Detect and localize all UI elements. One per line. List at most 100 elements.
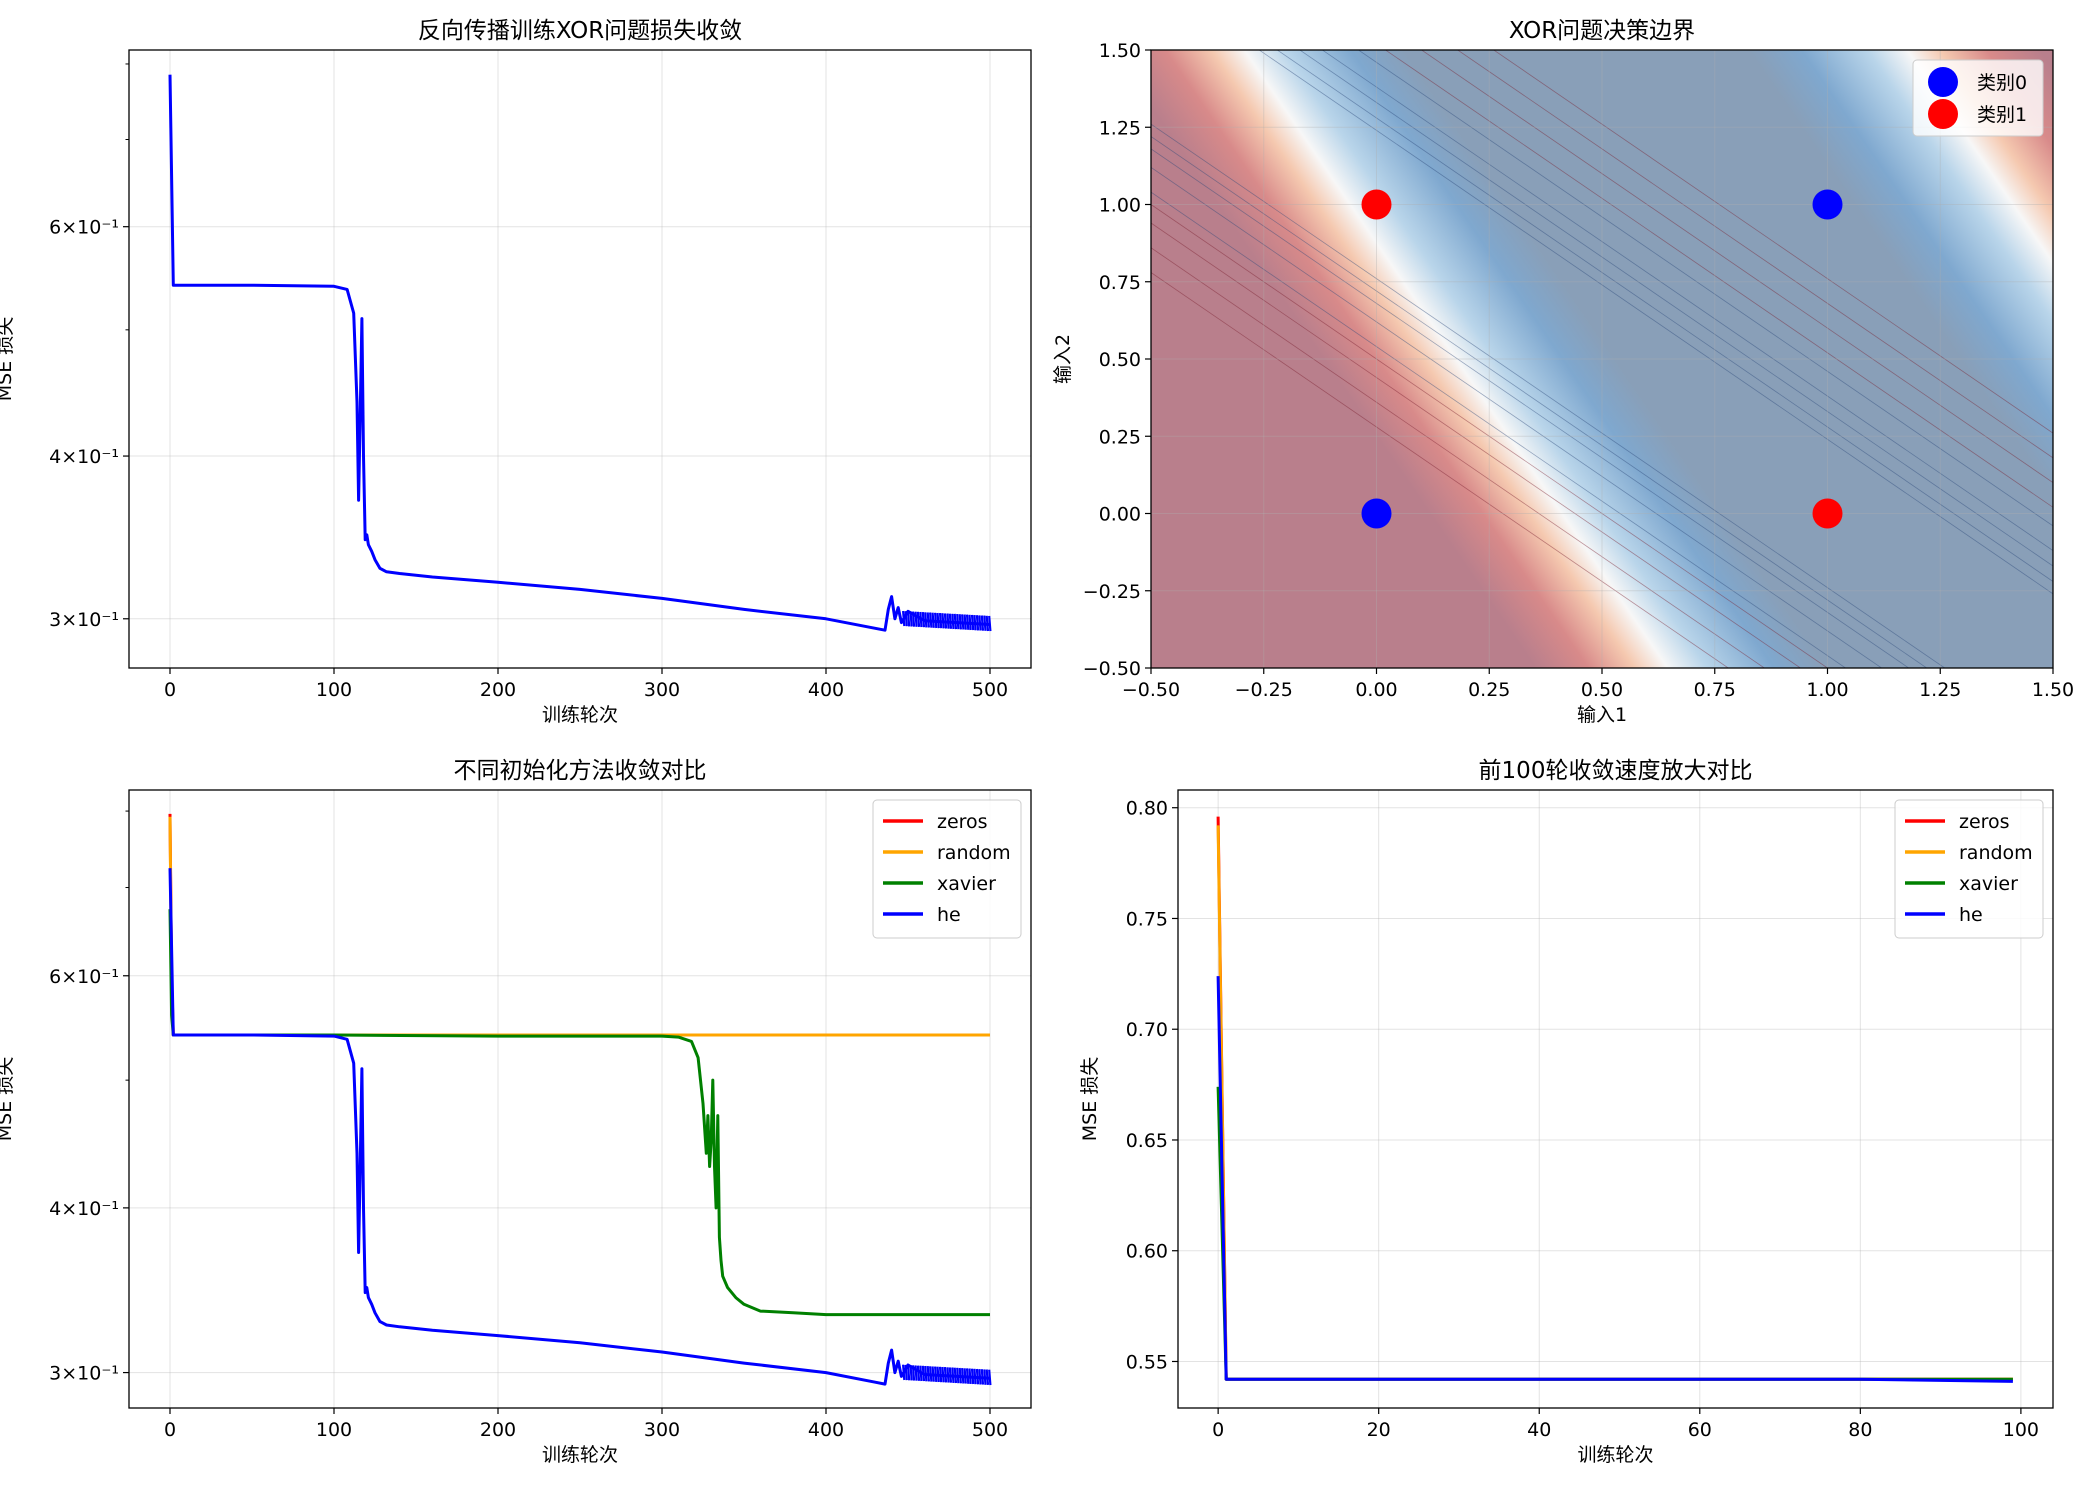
point-class1 (1361, 189, 1392, 220)
legend-box (1894, 799, 2044, 939)
y-axis-label: MSE 损失 (0, 317, 16, 402)
init-compare-chart-panel: 0 100 200 300 400 500 3×10⁻¹ 4×10⁻¹ 6×10⁻¹ 不同初始化方… (0, 758, 1032, 1466)
x-tick-label: 0 (164, 1419, 176, 1441)
x-tick-label: −0.50 (1122, 679, 1180, 701)
series-line-xavier (168, 909, 990, 1317)
loss-chart-panel: 0 100 200 300 400 500 3×10⁻¹ 4×10⁻¹ 6×10⁻¹ 反向传播训练… (0, 18, 1032, 726)
x-tick-label: 100 (316, 679, 352, 701)
x-axis-label: 训练轮次 (542, 1444, 618, 1466)
y-tick-label: 0.80 (1126, 798, 1168, 820)
plot-frame (128, 789, 1032, 1409)
contour-lines (1151, 50, 2053, 668)
series-line-he (1216, 976, 2013, 1383)
series-line-loss (168, 74, 991, 632)
y-tick-label: 3×10⁻¹ (49, 609, 119, 631)
series-group (168, 74, 992, 632)
y-tick-label: 1.25 (1099, 117, 1141, 139)
series-group (1216, 816, 2013, 1383)
legend-box (872, 799, 1022, 939)
x-tick-label: 0.75 (1694, 679, 1736, 701)
x-tick-label: 1.25 (1919, 679, 1961, 701)
y-tick-label: 0.60 (1126, 1241, 1168, 1263)
chart-title: 不同初始化方法收敛对比 (454, 758, 707, 784)
contour-line (1321, 50, 2053, 552)
y-tick-label: 0.50 (1099, 349, 1141, 371)
contour-line (1299, 50, 2053, 567)
x-tick-label: 0.50 (1581, 679, 1623, 701)
decision-boundary-panel: −0.50 −0.25 0.00 0.25 0.50 0.75 1.00 1.25 1.50 −0… (1052, 18, 2074, 726)
x-tick-label: 1.00 (1806, 679, 1848, 701)
x-tick-label: 400 (808, 679, 844, 701)
chart-title: 前100轮收敛速度放大对比 (1479, 758, 1753, 784)
x-axis-label: 训练轮次 (1577, 1444, 1653, 1466)
x-tick-label: 200 (480, 1419, 516, 1441)
y-tick-label: 0.75 (1099, 272, 1141, 294)
y-axis-label: MSE 损失 (0, 1057, 16, 1142)
contour-line (1151, 136, 1928, 668)
x-tick-label: 0.25 (1468, 679, 1510, 701)
x-tick-label: 400 (808, 1419, 844, 1441)
legend-label-class0: 类别0 (1977, 72, 2027, 94)
y-tick-label: 0.70 (1126, 1019, 1168, 1041)
y-tick-label: 0.25 (1099, 426, 1141, 448)
y-tick-label: 1.50 (1099, 40, 1141, 62)
series-oscillation-he (902, 1364, 992, 1386)
legend-label-xavier: xavier (937, 873, 996, 895)
y-tick-label: 0.55 (1126, 1351, 1168, 1373)
x-tick-label: 100 (316, 1419, 352, 1441)
x-tick-label: 100 (2003, 1419, 2039, 1441)
first-100-zoom-chart-panel: 0 20 40 60 80 100 0.55 0.60 0.65 0.70 0.75 0.80 前100… (1079, 758, 2054, 1466)
legend-label-he: he (937, 904, 961, 926)
legend-label-zeros: zeros (937, 811, 988, 833)
y-tick-label: 0.00 (1099, 504, 1141, 526)
legend-label-class1: 类别1 (1977, 104, 2027, 126)
series-group (168, 813, 992, 1386)
contour-line (1151, 123, 1946, 668)
contour-line (1151, 247, 1766, 668)
x-tick-label: 300 (644, 1419, 680, 1441)
plot-frame (128, 49, 1032, 669)
contour-line (1493, 50, 2053, 434)
x-tick-label: 1.50 (2032, 679, 2074, 701)
chart-title: 反向传播训练XOR问题损失收敛 (418, 18, 742, 44)
legend: zeros random xavier he (1894, 799, 2044, 939)
x-tick-label: 500 (972, 1419, 1008, 1441)
point-class1 (1812, 498, 1843, 529)
plot-frame (1177, 789, 2054, 1409)
y-tick-label: 6×10⁻¹ (49, 217, 119, 239)
contour-line (1258, 50, 2053, 595)
y-tick-label: 4×10⁻¹ (49, 446, 119, 468)
y-tick-label: −0.25 (1083, 581, 1141, 603)
y-tick-label: 6×10⁻¹ (49, 966, 119, 988)
x-axis-label: 输入1 (1577, 704, 1627, 726)
point-class0 (1361, 498, 1392, 529)
x-tick-label: 60 (1688, 1419, 1712, 1441)
contour-line (1357, 50, 2053, 527)
series-line-zeros (1216, 816, 2013, 1381)
contour-line (1420, 50, 2053, 484)
contour-line (1384, 50, 2053, 508)
contour-line (1151, 148, 1910, 668)
contour-line (1151, 191, 1847, 668)
legend-label-random: random (937, 842, 1011, 864)
x-tick-label: 20 (1367, 1419, 1391, 1441)
legend-label-random: random (1959, 842, 2033, 864)
legend-label-zeros: zeros (1959, 811, 2010, 833)
y-tick-label: −0.50 (1083, 658, 1141, 680)
contour-line (1151, 204, 1829, 668)
series-line-he (168, 868, 991, 1386)
x-tick-label: 200 (480, 679, 516, 701)
x-tick-label: 0.00 (1355, 679, 1397, 701)
x-tick-label: 0 (164, 679, 176, 701)
y-axis-label: 输入2 (1052, 334, 1074, 384)
decision-field (1151, 50, 2053, 668)
legend-marker-class1 (1928, 99, 1958, 129)
legend: zeros random xavier he (872, 799, 1022, 939)
y-tick-label: 0.75 (1126, 908, 1168, 930)
x-tick-label: 40 (1527, 1419, 1551, 1441)
x-tick-label: −0.25 (1235, 679, 1293, 701)
y-tick-label: 0.65 (1126, 1130, 1168, 1152)
series-line-zeros (168, 813, 990, 1037)
